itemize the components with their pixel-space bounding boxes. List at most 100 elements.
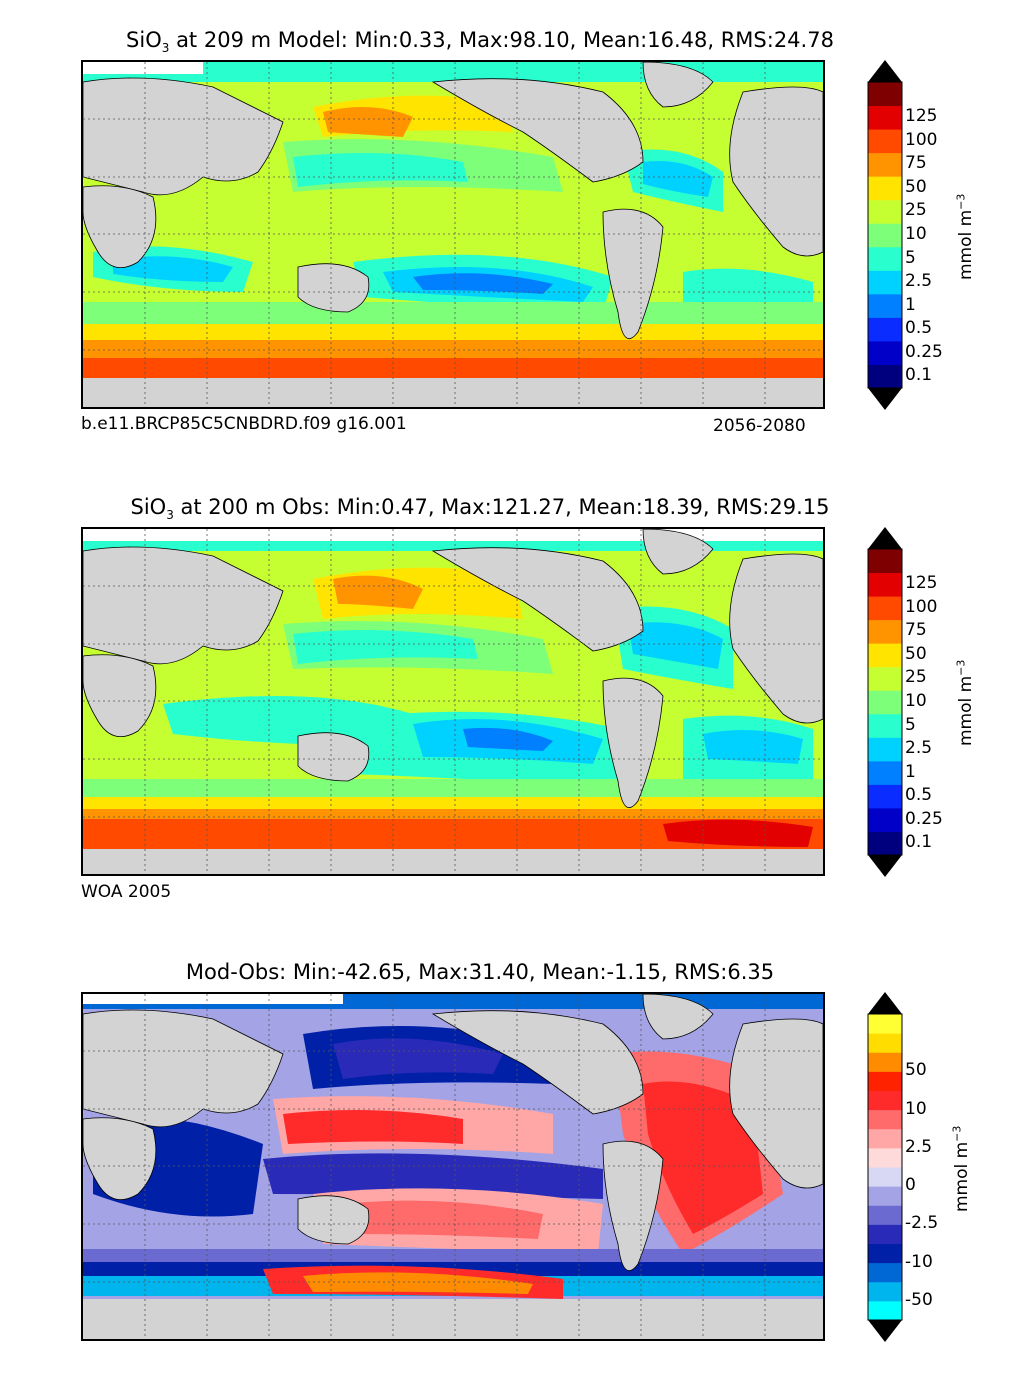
colorbar-swatch bbox=[868, 1090, 902, 1111]
model-colorbar bbox=[867, 60, 903, 410]
colorbar-tick-label: 2.5 bbox=[905, 1136, 933, 1157]
colorbar-swatch bbox=[868, 1205, 902, 1225]
colorbar-swatch bbox=[868, 364, 902, 389]
diff-colorbar-units: mmol m−3 bbox=[950, 1125, 973, 1213]
colorbar-swatch bbox=[868, 643, 902, 668]
model-title-subscript: 3 bbox=[161, 41, 170, 56]
colorbar-swatch bbox=[868, 666, 902, 691]
colorbar-tick-label: -2.5 bbox=[905, 1213, 939, 1234]
colorbar-tick-label: 10 bbox=[905, 691, 927, 711]
model-caption-years: 2056-2080 bbox=[713, 416, 806, 436]
obs-colorbar-units: mmol m−3 bbox=[954, 659, 977, 747]
colorbar-tick-label: 0.25 bbox=[905, 808, 943, 829]
colorbar-extend-low bbox=[868, 388, 902, 410]
model-panel-title: SiO3 at 209 m Model: Min:0.33, Max:98.10… bbox=[0, 28, 960, 55]
obs-colorbar bbox=[867, 527, 903, 877]
colorbar-swatch bbox=[868, 1186, 902, 1206]
obs-caption-dataset: WOA 2005 bbox=[81, 882, 172, 902]
colorbar-tick-label: 5 bbox=[905, 247, 916, 268]
colorbar-tick-label: 75 bbox=[905, 620, 927, 641]
colorbar-outline bbox=[867, 1013, 903, 1321]
colorbar-outline bbox=[867, 81, 903, 389]
colorbar-swatch bbox=[868, 619, 902, 644]
colorbar-tick-label: 25 bbox=[905, 200, 927, 221]
colorbar-extend-high bbox=[868, 992, 902, 1014]
colorbar-swatch bbox=[868, 807, 902, 832]
colorbar-swatch bbox=[868, 223, 902, 248]
colorbar-swatch bbox=[868, 784, 902, 809]
colorbar-tick-label: 125 bbox=[905, 106, 938, 127]
colorbar-swatch bbox=[868, 1167, 902, 1187]
colorbar-tick-label: 50 bbox=[905, 176, 927, 197]
diff-title-stats: Mod-Obs: Min:-42.65, Max:31.40, Mean:-1.… bbox=[185, 960, 775, 984]
colorbar-swatch bbox=[868, 1033, 902, 1053]
colorbar-tick-label: 100 bbox=[905, 129, 938, 150]
diff-map bbox=[81, 992, 825, 1341]
model-title-species: SiO bbox=[126, 28, 162, 52]
colorbar-tick-label: 50 bbox=[905, 643, 927, 664]
colorbar-extend-low bbox=[868, 1320, 902, 1342]
colorbar-tick-label: 1 bbox=[905, 294, 916, 315]
obs-panel-title: SiO3 at 200 m Obs: Min:0.47, Max:121.27,… bbox=[0, 495, 960, 522]
colorbar-swatch bbox=[868, 1281, 902, 1302]
colorbar-extend-low bbox=[868, 855, 902, 877]
colorbar-extend-high bbox=[868, 60, 902, 82]
colorbar-swatch bbox=[868, 737, 902, 762]
model-colorbar-units: mmol m−3 bbox=[954, 193, 977, 281]
colorbar-outline bbox=[867, 548, 903, 856]
diff-colorbar bbox=[867, 992, 903, 1342]
colorbar-swatch bbox=[868, 129, 902, 154]
obs-title-stats: at 200 m Obs: Min:0.47, Max:121.27, Mean… bbox=[173, 495, 830, 519]
colorbar-swatch bbox=[868, 1052, 902, 1072]
colorbar-swatch bbox=[868, 270, 902, 295]
colorbar-tick-label: -50 bbox=[905, 1289, 933, 1310]
diff-map-svg bbox=[83, 994, 823, 1339]
colorbar-tick-label: 2.5 bbox=[905, 271, 933, 292]
colorbar-swatch bbox=[868, 572, 902, 597]
colorbar-swatch bbox=[868, 831, 902, 856]
colorbar-tick-label: 50 bbox=[905, 1060, 927, 1081]
colorbar-tick-label: 0.1 bbox=[905, 832, 933, 853]
colorbar-swatch bbox=[868, 1071, 902, 1091]
colorbar-tick-label: 0 bbox=[905, 1175, 916, 1196]
colorbar-tick-label: 0.5 bbox=[905, 785, 933, 806]
colorbar-tick-label: 0.1 bbox=[905, 365, 933, 386]
colorbar-swatch bbox=[868, 1243, 902, 1264]
colorbar-tick-label: 10 bbox=[905, 224, 927, 244]
colorbar-swatch bbox=[868, 1014, 902, 1034]
colorbar-swatch bbox=[868, 176, 902, 201]
colorbar-swatch bbox=[868, 1262, 902, 1283]
colorbar-tick-label: 0.25 bbox=[905, 341, 943, 362]
colorbar-swatch bbox=[868, 1109, 902, 1130]
colorbar-tick-label: 5 bbox=[905, 714, 916, 735]
colorbar-tick-label: 75 bbox=[905, 153, 927, 174]
colorbar-swatch bbox=[868, 596, 902, 621]
colorbar-tick-label: -10 bbox=[905, 1251, 933, 1272]
colorbar-tick-label: 125 bbox=[905, 573, 938, 594]
obs-title-species: SiO bbox=[130, 495, 167, 519]
colorbar-swatch bbox=[868, 690, 902, 715]
colorbar-swatch bbox=[868, 713, 902, 738]
colorbar-swatch bbox=[868, 199, 902, 224]
colorbar-swatch bbox=[868, 105, 902, 130]
model-map bbox=[81, 60, 825, 409]
colorbar-swatch bbox=[868, 549, 902, 574]
diff-panel-title: Mod-Obs: Min:-42.65, Max:31.40, Mean:-1.… bbox=[0, 960, 960, 984]
colorbar-swatch bbox=[868, 1300, 902, 1321]
colorbar-swatch bbox=[868, 1128, 902, 1149]
colorbar-tick-label: 100 bbox=[905, 596, 938, 617]
colorbar-swatch bbox=[868, 1224, 902, 1244]
colorbar-swatch bbox=[868, 340, 902, 365]
colorbar-tick-label: 2.5 bbox=[905, 738, 933, 759]
colorbar-swatch bbox=[868, 82, 902, 107]
colorbar-extend-high bbox=[868, 527, 902, 549]
colorbar-swatch bbox=[868, 760, 902, 785]
colorbar-tick-label: 0.5 bbox=[905, 318, 933, 339]
model-title-stats: at 209 m Model: Min:0.33, Max:98.10, Mea… bbox=[169, 28, 834, 52]
model-colorbar-svg bbox=[867, 60, 903, 410]
obs-colorbar-svg bbox=[867, 527, 903, 877]
colorbar-swatch bbox=[868, 246, 902, 271]
colorbar-swatch bbox=[868, 1147, 902, 1168]
diff-colorbar-svg bbox=[867, 992, 903, 1342]
colorbar-swatch bbox=[868, 152, 902, 177]
